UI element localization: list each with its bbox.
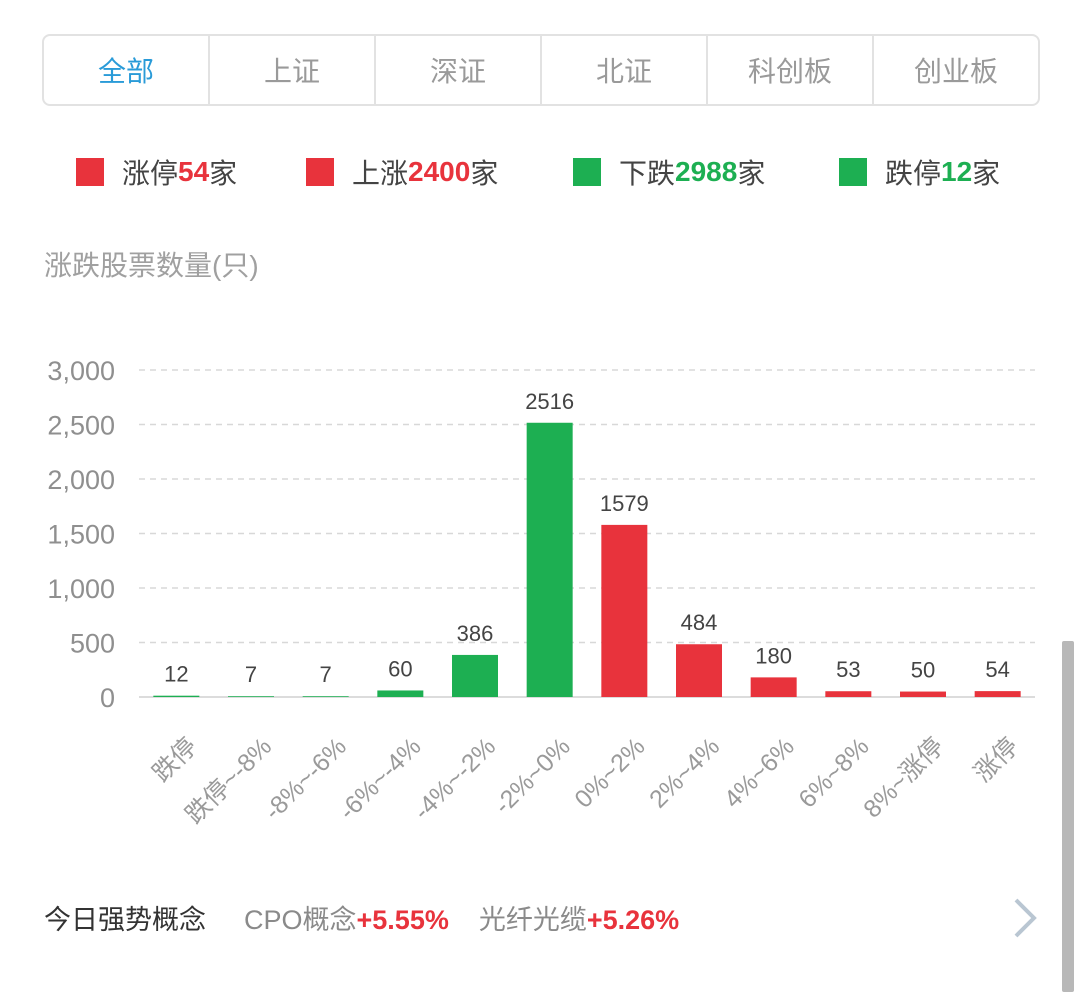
y-tick-label: 1,500: [47, 520, 115, 550]
y-tick-label: 3,000: [47, 356, 115, 386]
y-tick-label: 1,000: [47, 574, 115, 604]
chart-title: 涨跌股票数量(只): [44, 250, 259, 281]
x-tick-label: -8%~-6%: [259, 732, 352, 825]
bar: [302, 696, 349, 697]
y-tick-label: 500: [70, 629, 115, 659]
value-label: 1579: [600, 491, 649, 516]
x-tick-label: -6%~-4%: [334, 732, 427, 825]
bar: [974, 691, 1021, 697]
x-tick-label: -2%~0%: [489, 732, 576, 819]
concepts-label: 今日强势概念: [44, 904, 206, 935]
tab[interactable]: 全部: [97, 56, 154, 87]
legend-item: 跌停 12 家: [839, 152, 1000, 192]
legend-swatch: [839, 158, 867, 186]
strong-concepts: 今日强势概念 CPO概念+5.55% 光纤光缆+5.26%: [44, 894, 709, 940]
legend-count: 12: [941, 156, 973, 187]
legend-count: 2400: [408, 156, 471, 187]
market-tabs: 全部 上证 深证 北证 科创板 创业板: [42, 34, 1040, 106]
legend-label: 下跌: [619, 158, 676, 189]
more-chevron[interactable]: [1008, 896, 1040, 940]
legend-swatch: [573, 158, 601, 186]
legend-swatch: [306, 158, 334, 186]
legend-item: 上涨 2400 家: [306, 152, 498, 192]
bar: [228, 696, 274, 697]
value-label: 50: [911, 658, 935, 683]
legend-label: 跌停: [885, 158, 942, 189]
concept[interactable]: CPO概念+5.55%: [244, 898, 449, 937]
concept[interactable]: 光纤光缆+5.26%: [479, 898, 679, 937]
x-tick-label: 0%~2%: [569, 732, 650, 813]
x-tick-label: 跌停: [147, 732, 202, 787]
bar: [153, 695, 200, 697]
bar: [377, 690, 424, 697]
legend-count: 54: [178, 156, 210, 187]
bar: [452, 654, 498, 697]
value-label: 12: [164, 662, 188, 687]
concept-change: +5.55%: [356, 904, 449, 935]
legend-unit: 家: [737, 158, 766, 189]
legend-count: 2988: [675, 156, 738, 187]
concept-name: 光纤光缆: [478, 904, 587, 935]
tab[interactable]: 科创板: [706, 36, 872, 104]
x-tick-label: 涨停: [969, 732, 1024, 787]
legend-unit: 家: [209, 158, 238, 189]
y-tick-label: 0: [100, 683, 115, 713]
bar: [900, 691, 946, 697]
value-label: 484: [681, 610, 718, 635]
concept-change: +5.26%: [586, 904, 680, 935]
legend-swatch: [76, 158, 104, 186]
value-label: 2516: [525, 389, 574, 414]
legend-item: 下跌 2988 家: [573, 152, 765, 192]
legend-label: 涨停: [122, 158, 179, 189]
tab[interactable]: 深证: [374, 36, 540, 104]
value-label: 60: [388, 656, 412, 681]
value-label: 7: [320, 662, 332, 687]
legend-label: 上涨: [352, 158, 409, 189]
tab[interactable]: 北证: [540, 36, 706, 104]
x-tick-label: 2%~4%: [644, 732, 725, 813]
bar: [676, 644, 722, 697]
chart: 05001,0001,5002,0002,5003,00012跌停7跌停~-8%…: [47, 356, 1035, 829]
value-label: 7: [245, 662, 257, 687]
x-tick-label: 8%~涨停: [858, 732, 949, 823]
value-label: 180: [755, 643, 792, 668]
tab[interactable]: 上证: [208, 36, 374, 104]
bar: [750, 677, 797, 697]
bar: [601, 524, 648, 697]
x-tick-label: -4%~-2%: [408, 732, 501, 825]
bar: [526, 422, 573, 697]
scrollbar: [1062, 641, 1074, 992]
legend-unit: 家: [972, 158, 1001, 189]
value-label: 54: [985, 657, 1009, 682]
value-label: 53: [836, 657, 860, 682]
x-tick-label: 4%~6%: [719, 732, 800, 813]
value-label: 386: [457, 621, 494, 646]
bar: [825, 691, 872, 697]
tab[interactable]: 创业板: [872, 36, 1038, 104]
legend-item: 涨停 54 家: [76, 152, 237, 192]
legend-unit: 家: [470, 158, 499, 189]
y-tick-label: 2,000: [47, 465, 115, 495]
y-tick-label: 2,500: [47, 411, 115, 441]
concept-name: CPO概念: [244, 904, 357, 935]
